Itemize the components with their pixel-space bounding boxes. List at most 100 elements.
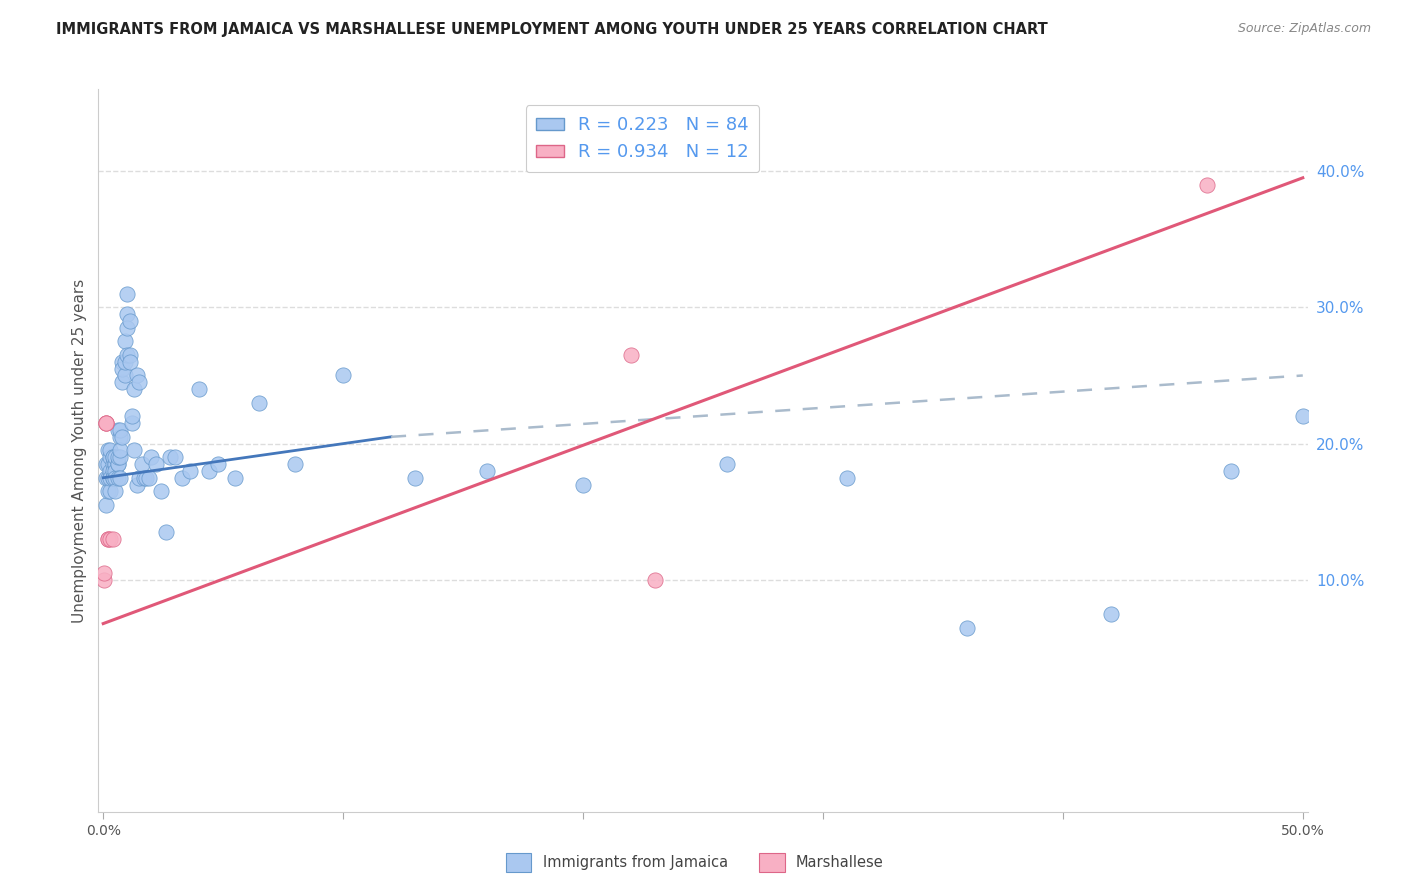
Point (94, 498, 117, 512)
Point (124, 443, 146, 458)
Legend: R = 0.223   N = 84, R = 0.934   N = 12: R = 0.223 N = 84, R = 0.934 N = 12 (526, 105, 759, 172)
Point (104, 464, 127, 478)
Point (93, 566, 115, 581)
Point (124, 382, 146, 396)
Point (138, 471, 160, 485)
Point (100, 450, 122, 465)
Point (111, 355, 134, 369)
Point (115, 348, 138, 362)
Point (141, 450, 163, 465)
Point (115, 320, 138, 334)
Point (94, 416, 117, 430)
Text: Immigrants from Jamaica: Immigrants from Jamaica (543, 855, 728, 870)
Point (111, 376, 134, 390)
Point (125, 477, 148, 491)
Point (101, 532, 124, 546)
Text: IMMIGRANTS FROM JAMAICA VS MARSHALLESE UNEMPLOYMENT AMONG YOUTH UNDER 25 YEARS C: IMMIGRANTS FROM JAMAICA VS MARSHALLESE U… (56, 22, 1047, 37)
Point (179, 464, 201, 478)
Point (128, 376, 150, 390)
Point (835, 471, 858, 485)
Point (94, 471, 117, 485)
Point (135, 471, 157, 485)
Point (104, 457, 127, 471)
Point (404, 471, 426, 485)
Y-axis label: Unemployment Among Youth under 25 years: Unemployment Among Youth under 25 years (72, 278, 87, 623)
Point (1292, 409, 1315, 424)
Point (97, 471, 120, 485)
Point (107, 457, 129, 471)
Point (956, 621, 979, 635)
Point (108, 450, 131, 465)
Point (108, 471, 131, 485)
Point (1219, 464, 1241, 478)
Point (115, 307, 138, 321)
Point (1099, 607, 1122, 621)
Point (101, 471, 124, 485)
Point (121, 416, 143, 430)
Point (125, 368, 148, 383)
Point (172, 471, 194, 485)
Point (716, 457, 738, 471)
Text: Marshallese: Marshallese (796, 855, 883, 870)
Point (101, 457, 124, 471)
Point (97, 532, 120, 546)
Point (155, 525, 177, 540)
Point (94, 416, 117, 430)
Point (108, 443, 131, 458)
Point (97, 457, 120, 471)
Point (111, 430, 134, 444)
Point (100, 443, 122, 458)
Point (97, 532, 120, 546)
Point (101, 471, 124, 485)
Point (159, 450, 181, 465)
Text: Source: ZipAtlas.com: Source: ZipAtlas.com (1237, 22, 1371, 36)
Point (284, 457, 307, 471)
Point (100, 464, 122, 478)
Point (1195, 178, 1218, 192)
Point (97, 484, 120, 499)
Point (108, 430, 131, 444)
Point (101, 450, 124, 465)
Point (104, 450, 127, 465)
Point (94, 457, 117, 471)
Point (644, 573, 666, 587)
Point (149, 484, 172, 499)
Point (247, 396, 270, 410)
Point (97, 443, 120, 458)
Point (145, 457, 167, 471)
Point (118, 348, 141, 362)
Point (128, 471, 150, 485)
Point (104, 471, 127, 485)
Point (114, 368, 136, 383)
Point (101, 464, 124, 478)
Point (100, 484, 122, 499)
Point (100, 471, 122, 485)
Point (107, 423, 129, 437)
Point (118, 355, 141, 369)
Point (475, 464, 498, 478)
Point (188, 382, 211, 396)
Point (104, 484, 127, 499)
Point (100, 532, 122, 546)
Point (620, 348, 643, 362)
Point (207, 457, 229, 471)
Point (108, 423, 131, 437)
Point (104, 457, 127, 471)
Point (132, 471, 155, 485)
Point (114, 355, 136, 369)
Point (107, 450, 129, 465)
Point (224, 471, 246, 485)
Point (93, 573, 115, 587)
Point (115, 286, 138, 301)
Point (197, 464, 219, 478)
Point (121, 409, 143, 424)
Point (118, 314, 141, 328)
Point (101, 450, 124, 465)
Point (107, 471, 129, 485)
Point (572, 477, 595, 491)
Point (114, 334, 136, 349)
Point (107, 457, 129, 471)
Point (111, 361, 134, 376)
Point (94, 416, 117, 430)
Point (332, 368, 354, 383)
